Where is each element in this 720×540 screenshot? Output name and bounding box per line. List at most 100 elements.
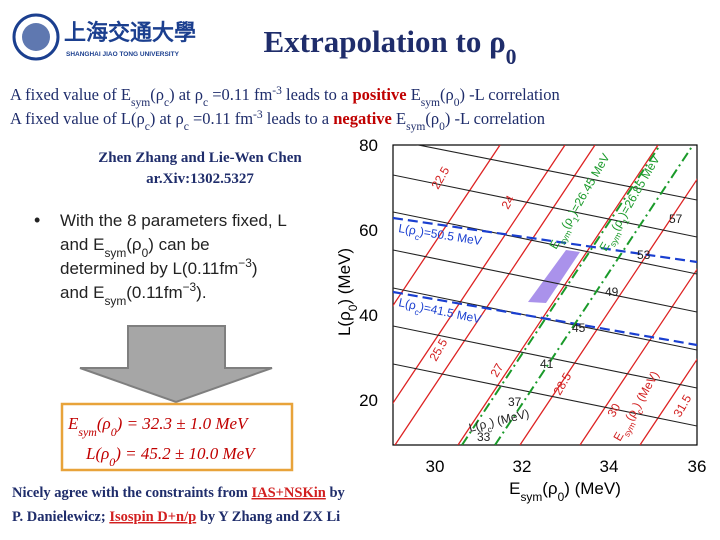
- text-part: ) at ρ: [169, 85, 203, 104]
- text-part: and E: [60, 283, 104, 302]
- result: Esym(ρ0) = 32.3 ± 1.0 MeV: [67, 414, 250, 439]
- text-part: E: [392, 109, 406, 128]
- text-part: E: [407, 85, 421, 104]
- subscript: c: [414, 232, 420, 243]
- text-part: P. Danielewicz;: [12, 509, 109, 525]
- text-part: ) -L correlation: [445, 109, 545, 128]
- footer-line: P. Danielewicz; Isospin D+n/p by Y Zhang…: [12, 509, 340, 525]
- text-part: ) = 32.3 ± 1.0 MeV: [116, 414, 250, 433]
- subscript: c: [486, 424, 492, 435]
- highlight: positive: [352, 85, 406, 104]
- allowed-band: [528, 250, 580, 303]
- text-part: ) (MeV): [335, 248, 354, 305]
- reference: IAS+NSKin: [251, 485, 325, 501]
- esym-c-label: 24: [498, 193, 517, 212]
- esym-c-label: 30: [604, 401, 623, 420]
- x-axis-label: Esym(ρ0) (MeV): [509, 479, 621, 504]
- contour: [415, 145, 697, 201]
- arxiv: ar.Xiv:1302.5327: [146, 171, 254, 187]
- l-c-lines: [393, 145, 697, 427]
- subscript: c: [184, 121, 189, 133]
- statement: A fixed value of Esym(ρc) at ρc =0.11 fm…: [10, 85, 560, 109]
- text-part: leads to a: [282, 85, 353, 104]
- subscript: 0: [346, 304, 360, 311]
- text-part: L(ρ: [467, 417, 488, 435]
- l-c-label: 41: [540, 357, 554, 371]
- l-c-label: 53: [637, 248, 651, 262]
- logo-english: SHANGHAI JIAO TONG UNIVERSITY: [66, 51, 180, 58]
- l-c-fixed-lines: [393, 216, 697, 347]
- reference: Isospin D+n/p: [109, 509, 196, 525]
- figure: 22.5 24 25.5 27 28.5 30 31.5 57 53 49 45…: [335, 136, 706, 504]
- logo-emblem: [12, 13, 60, 61]
- text-part: determined by L(0.11fm: [60, 259, 238, 278]
- subscript: c: [164, 97, 169, 109]
- l-c-label: 57: [669, 212, 683, 226]
- contour: [393, 290, 697, 347]
- contour: [393, 211, 697, 275]
- text-part: (ρ: [440, 85, 454, 104]
- x-tick-label: 30: [426, 457, 445, 476]
- subscript: sym: [421, 97, 440, 109]
- authors: Zhen Zhang and Lie-Wen Chen: [98, 150, 302, 166]
- contour: [519, 178, 697, 445]
- y-axis-label: L(ρ0) (MeV): [335, 248, 360, 336]
- subscript: sym: [104, 294, 126, 308]
- subscript: 0: [558, 490, 565, 504]
- subscript: c: [203, 97, 208, 109]
- text-part: A fixed value of E: [10, 85, 131, 104]
- subscript: 1: [571, 215, 582, 224]
- x-tick-label: 32: [513, 457, 532, 476]
- bullet-line: With the 8 parameters fixed, L: [60, 211, 287, 230]
- text-part: ) -L correlation: [460, 85, 560, 104]
- bullet-dot: •: [34, 210, 40, 230]
- text-part: by: [326, 485, 346, 501]
- text-part: L(ρ: [335, 311, 354, 336]
- l-c-label: 49: [605, 285, 619, 299]
- superscript: −3: [238, 256, 252, 270]
- y-tick-label: 80: [359, 136, 378, 155]
- subscript: 0: [109, 455, 115, 469]
- plot-lines: [393, 145, 697, 445]
- subscript: c: [635, 407, 646, 416]
- esym-c-label: 27: [487, 361, 506, 380]
- contour: [579, 268, 697, 445]
- contour: [393, 145, 566, 405]
- subscript: 0: [111, 425, 117, 439]
- subscript: c: [414, 307, 420, 318]
- text-part: (ρ: [97, 414, 111, 433]
- highlight: negative: [333, 109, 392, 128]
- text-part: leads to a: [263, 109, 334, 128]
- contour: [393, 325, 697, 389]
- subscript: sym: [406, 121, 425, 133]
- text-part: ) can be: [148, 235, 209, 254]
- subscript: sym: [104, 246, 126, 260]
- text-part: =0.11 fm: [208, 85, 272, 104]
- subscript: sym: [520, 490, 542, 504]
- contour: [393, 174, 697, 238]
- down-arrow: [79, 325, 273, 404]
- text-part: (ρ: [425, 109, 439, 128]
- text-part: (ρ: [150, 85, 164, 104]
- subscript: sym: [78, 425, 97, 439]
- y-tick-label: 40: [359, 306, 378, 325]
- l-c-label: 33: [477, 430, 491, 444]
- text-part: ) at ρ: [150, 109, 184, 128]
- result-box: [60, 402, 294, 472]
- y-tick-label: 20: [359, 391, 378, 410]
- text-part: (0.11fm: [126, 283, 182, 302]
- logo-emblem-core: [22, 23, 50, 51]
- text-part: (ρ: [542, 479, 557, 498]
- superscript: -3: [272, 85, 282, 97]
- text-part: E: [67, 414, 79, 433]
- subscript: 1: [621, 217, 632, 226]
- logo-chinese: 上海交通大學: [64, 20, 196, 45]
- text-part: (ρ: [126, 235, 141, 254]
- axis-ticks: 80 60 40 20 30 32 34 36: [359, 136, 706, 476]
- footer-line: Nicely agree with the constraints from I…: [12, 485, 346, 501]
- bullet-line: and Esym(ρ0) can be: [60, 235, 210, 260]
- text-part: by Y Zhang and ZX Li: [196, 509, 340, 525]
- text-part: L(ρ: [397, 295, 417, 312]
- contour: [639, 358, 697, 445]
